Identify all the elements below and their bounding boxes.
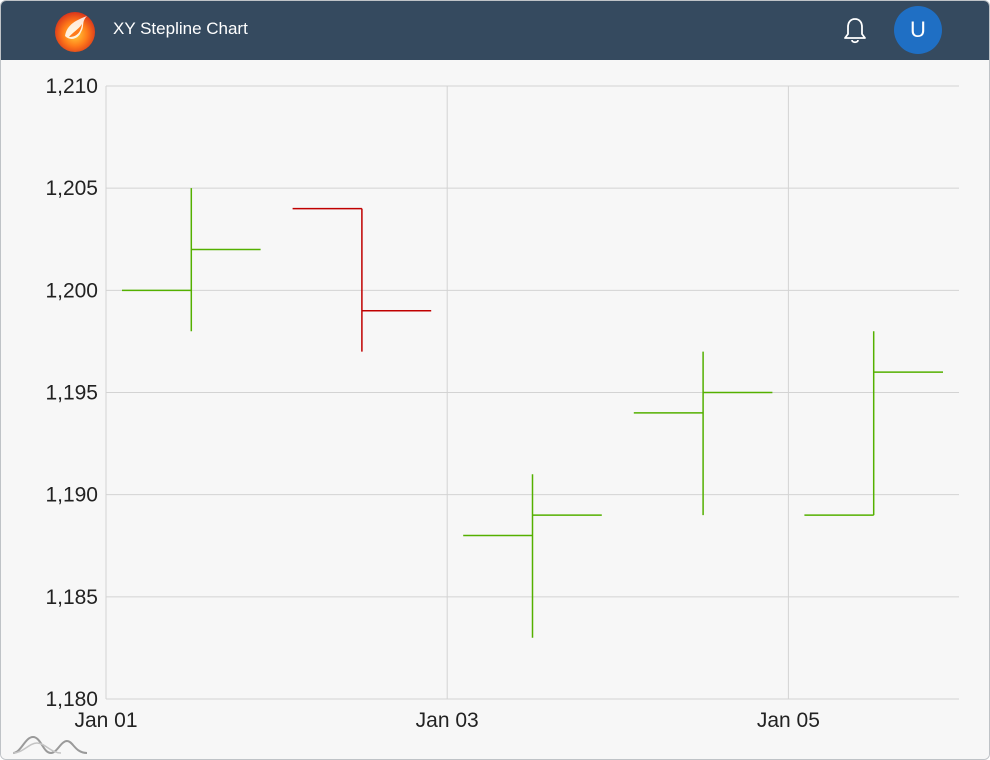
y-axis: 1,180 1,185 1,190 1,195 1,200 1,205 1,210 — [45, 75, 98, 711]
x-tick-label: Jan 05 — [757, 709, 820, 732]
y-tick-label: 1,200 — [45, 279, 98, 302]
user-avatar[interactable]: U — [894, 6, 942, 54]
x-axis: Jan 01 Jan 03 Jan 05 — [74, 709, 819, 732]
shell-header: XY Stepline Chart U — [1, 1, 989, 60]
y-tick-label: 1,185 — [45, 586, 98, 609]
ohlc-mark — [633, 351, 773, 516]
ohlc-mark — [463, 474, 602, 638]
chart-background — [1, 60, 989, 759]
ohlc-mark — [292, 207, 432, 352]
stepline-chart: 1,180 1,185 1,190 1,195 1,200 1,205 1,210 Jan … — [1, 60, 989, 759]
y-tick-label: 1,195 — [45, 382, 98, 405]
y-tick-label: 1,190 — [45, 484, 98, 507]
y-tick-label: 1,210 — [45, 75, 98, 98]
app-title: XY Stepline Chart — [113, 19, 248, 38]
y-tick-label: 1,180 — [45, 688, 98, 711]
chart-grid — [105, 85, 959, 700]
x-tick-label: Jan 01 — [74, 709, 137, 732]
x-tick-label: Jan 03 — [416, 709, 479, 732]
y-tick-label: 1,205 — [45, 177, 98, 200]
bell-icon[interactable] — [841, 16, 869, 46]
ohlc-mark — [122, 188, 261, 332]
ohlc-mark — [804, 331, 943, 516]
ohlc-series — [122, 188, 943, 638]
chart-library-logo-icon — [12, 735, 88, 755]
phoenix-logo-icon[interactable] — [51, 6, 99, 54]
